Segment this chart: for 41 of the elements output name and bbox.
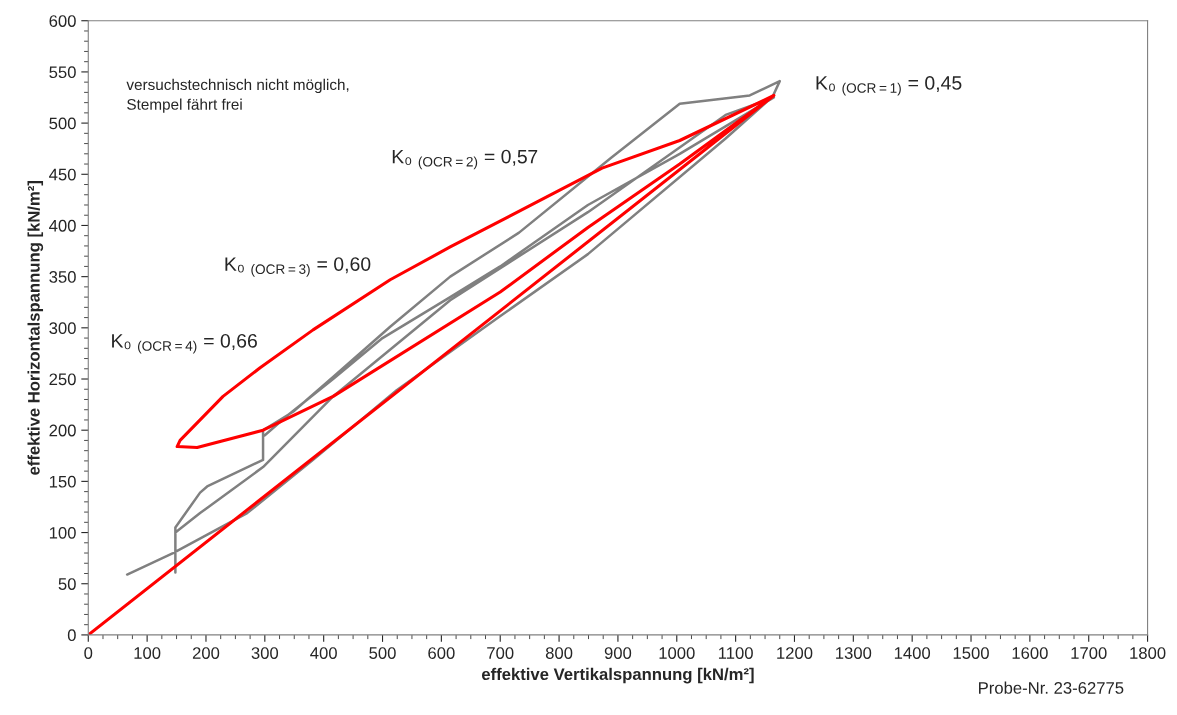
x-tick-label: 1500 (953, 647, 989, 659)
x-tick-label: 1000 (659, 647, 695, 659)
text: Probe-Nr. 23-62775 (979, 681, 1124, 694)
x-tick-label: 1100 (718, 647, 753, 659)
annotation: K₀ $_{(OCR=2)}$ = 0,57 (392, 149, 538, 170)
y-tick-label: 250 (49, 373, 76, 386)
y-tick-label: 300 (49, 322, 76, 335)
x-tick-label: 200 (192, 647, 220, 659)
x-tick-label: 1300 (836, 647, 872, 659)
y-tick-label: 550 (49, 66, 76, 79)
x-tick-label: 700 (487, 647, 514, 659)
x-tick-label: 1400 (894, 647, 931, 659)
x-tick-label: 100 (134, 647, 161, 659)
x-tick-label: 0 (84, 647, 93, 659)
y-tick-label: 100 (49, 526, 76, 539)
annotation: K₀ $_{(OCR=3)}$ = 0,60 (225, 257, 371, 277)
y-tick-label: 600 (49, 15, 76, 27)
x-tick-label: 900 (604, 647, 632, 659)
y-tick-label: 400 (49, 219, 76, 232)
annotation: versuchstechnisch nicht möglich, Stempel fährt frei (126, 78, 349, 113)
y-tick-label: 200 (49, 424, 76, 437)
y-tick-label: 450 (49, 168, 76, 181)
x-tick-label: 400 (310, 647, 337, 659)
annotation: K₀ $_{(OCR=4)}$ = 0,66 (112, 333, 257, 354)
y-tick-label: 500 (49, 117, 76, 130)
y-tick-label: 0 (67, 629, 76, 642)
y-tick-label: 350 (49, 271, 76, 283)
x-tick-label: 500 (369, 647, 396, 659)
y-tick-label: 150 (49, 475, 76, 488)
x-tick-label: 1800 (1130, 647, 1166, 659)
x-tick-label: 300 (251, 647, 279, 659)
x-tick-label: 800 (545, 647, 573, 659)
x-tick-label: 1600 (1012, 647, 1048, 659)
x-tick-label: 1200 (777, 647, 813, 659)
y-tick-label: 50 (58, 578, 76, 590)
x-tick-label: 600 (428, 647, 455, 659)
line-series (88, 93, 776, 635)
y-axis-title: effektive Horizontalspannung [kN/m²] (27, 181, 44, 475)
x-axis-title: effektive Vertikalspannung [kN/m²] (481, 667, 754, 684)
x-tick-label: 1700 (1071, 647, 1107, 659)
annotation: K₀ $_{(OCR=1)}$ = 0,45 (816, 76, 962, 96)
